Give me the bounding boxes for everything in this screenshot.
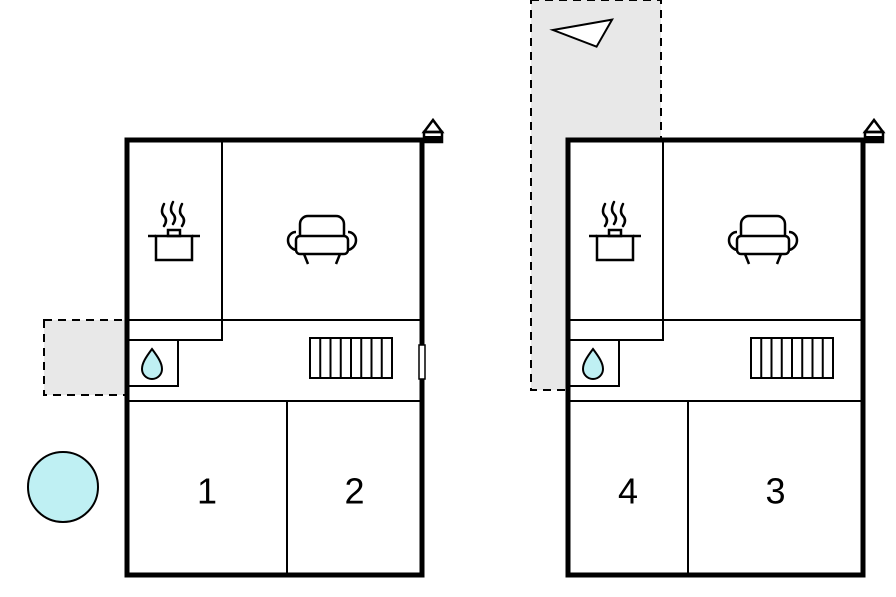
room-label-2: 2	[344, 471, 364, 512]
floor-plan-right	[568, 120, 883, 575]
floor-plan-diagram: 1 2 3 4	[0, 0, 896, 597]
door-icon	[419, 345, 425, 379]
room-label-1: 1	[197, 471, 217, 512]
room-label-3: 3	[765, 471, 785, 512]
room-label-4: 4	[618, 471, 638, 512]
floor-plan-left	[127, 120, 442, 575]
decoration-circle	[28, 452, 98, 522]
porch-area	[44, 320, 127, 395]
roof-icon	[865, 120, 883, 142]
roof-icon	[424, 120, 442, 142]
